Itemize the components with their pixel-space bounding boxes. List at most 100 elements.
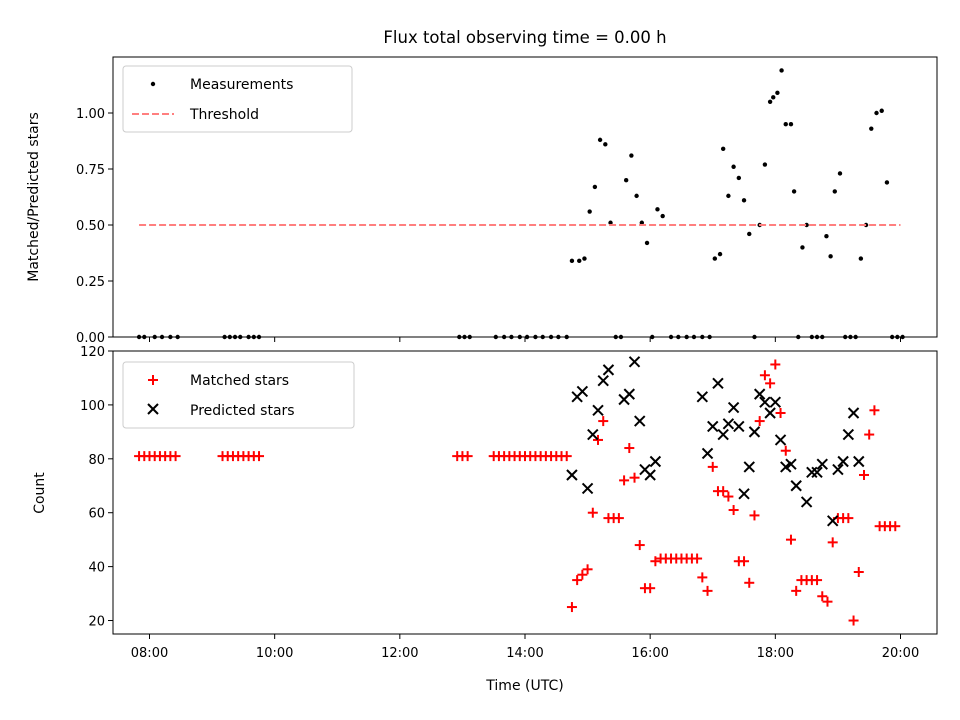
bottom-panel-ticks: 08:00 10:00 12:00 14:00 16:00 18:00 20:00 20 40 6… xyxy=(80,345,919,661)
predicted-stars-point xyxy=(727,401,740,414)
predicted-stars-point xyxy=(764,407,776,419)
matched-stars-point xyxy=(780,445,791,456)
matched-stars-point xyxy=(582,564,593,575)
measurement-point xyxy=(783,122,788,127)
measurement-point xyxy=(634,193,639,199)
predicted-stars-point xyxy=(826,515,839,527)
predicted-stars-point xyxy=(837,455,849,468)
matched-stars-point xyxy=(848,615,859,626)
measurement-point xyxy=(828,254,833,259)
top-panel-legend: Measurements Threshold xyxy=(122,65,353,133)
measurement-point xyxy=(717,251,723,257)
predicted-stars-point xyxy=(790,480,802,492)
measurement-point xyxy=(731,164,736,169)
y-tick-label: 80 xyxy=(88,453,105,468)
matched-stars-point xyxy=(827,537,838,548)
matched-stars-point xyxy=(629,472,640,483)
y-tick-label: 120 xyxy=(80,345,105,360)
matched-stars-point xyxy=(817,591,828,602)
top-panel-frame xyxy=(112,56,938,338)
measurement-point xyxy=(597,137,603,143)
legend-threshold-label: Threshold xyxy=(189,107,259,123)
matched-stars-point xyxy=(613,513,624,524)
matched-stars-point xyxy=(765,378,776,389)
x-tick-label: 16:00 xyxy=(631,646,668,661)
predicted-stars-point xyxy=(853,455,865,468)
measurement-point xyxy=(791,189,797,194)
matched-stars-point xyxy=(650,556,661,567)
matched-stars-point xyxy=(728,505,739,516)
predicted-stars-point xyxy=(576,385,589,398)
measurement-point xyxy=(712,256,718,261)
measurement-point xyxy=(874,110,879,116)
matched-stars-point xyxy=(707,461,718,472)
matched-stars-point xyxy=(593,434,604,445)
matched-stars-point xyxy=(775,407,786,418)
matched-stars-point xyxy=(254,451,265,462)
measurement-point xyxy=(720,146,726,152)
top-y-axis-label: Matched/Predicted stars xyxy=(26,112,42,282)
predicted-stars-point xyxy=(722,418,735,430)
predicted-stars-point xyxy=(707,420,719,433)
legend-matched-marker xyxy=(148,375,158,385)
matched-stars-point xyxy=(718,486,729,497)
measurement-point xyxy=(577,258,582,264)
predicted-stars-point xyxy=(644,469,656,481)
matched-stars-point xyxy=(702,585,713,596)
chart-title: Flux total observing time = 0.00 h xyxy=(383,28,666,47)
y-tick-label: 100 xyxy=(80,399,105,414)
matched-stars-point xyxy=(577,569,588,580)
matched-stars-point xyxy=(853,567,864,578)
measurement-point xyxy=(629,153,634,158)
matched-stars-point xyxy=(624,443,635,454)
matched-stars-point xyxy=(759,370,770,381)
predicted-stars-point xyxy=(816,458,828,470)
matched-stars-point xyxy=(754,416,765,427)
measurement-point xyxy=(660,213,665,219)
matched-stars-point xyxy=(858,469,869,480)
matched-stars-point xyxy=(812,575,823,586)
measurement-point xyxy=(736,175,742,181)
measurement-point xyxy=(603,142,608,147)
legend-matched-label: Matched stars xyxy=(190,373,289,389)
measurement-point xyxy=(741,198,747,203)
measurement-point xyxy=(804,222,809,228)
predicted-stars-point xyxy=(738,488,750,500)
predicted-stars-point xyxy=(581,482,594,495)
x-tick-label: 08:00 xyxy=(131,646,168,661)
matched-stars-point xyxy=(697,572,708,583)
legend-predicted-label: Predicted stars xyxy=(190,403,295,419)
x-tick-label: 18:00 xyxy=(757,646,794,661)
predicted-stars-point xyxy=(733,420,745,433)
matched-stars-point xyxy=(843,513,854,524)
predicted-stars-point xyxy=(628,356,641,368)
measurement-point xyxy=(771,95,776,100)
matched-stars-point xyxy=(692,553,703,564)
matched-stars-point xyxy=(645,583,656,594)
matched-stars-point xyxy=(869,405,880,416)
measurement-point xyxy=(639,220,645,225)
predicted-stars-point xyxy=(623,388,636,400)
measurement-point xyxy=(824,234,829,239)
measurement-point xyxy=(869,126,874,131)
measurement-point xyxy=(569,258,575,264)
predicted-stars-point xyxy=(566,469,578,481)
matched-stars-point xyxy=(739,556,750,567)
y-tick-label: 60 xyxy=(88,507,105,522)
matched-stars-point xyxy=(634,540,645,551)
predicted-stars-point xyxy=(743,461,755,473)
legend-frame xyxy=(122,65,353,133)
matched-stars-point xyxy=(822,596,833,607)
predicted-stars-point xyxy=(696,391,709,403)
predicted-stars-point xyxy=(759,396,771,408)
legend-predicted-marker xyxy=(147,403,159,415)
measurement-point xyxy=(879,108,884,113)
measurement-point xyxy=(788,122,794,127)
legend-frame xyxy=(122,361,355,429)
predicted-stars-point xyxy=(811,466,823,478)
top-panel-ticks: 0.00 0.25 0.50 0.75 1.00 xyxy=(76,107,901,346)
bottom-y-axis-label: Count xyxy=(32,472,48,514)
measurement-point xyxy=(655,207,660,212)
bottom-panel-legend: Matched stars Predicted stars xyxy=(122,361,355,429)
